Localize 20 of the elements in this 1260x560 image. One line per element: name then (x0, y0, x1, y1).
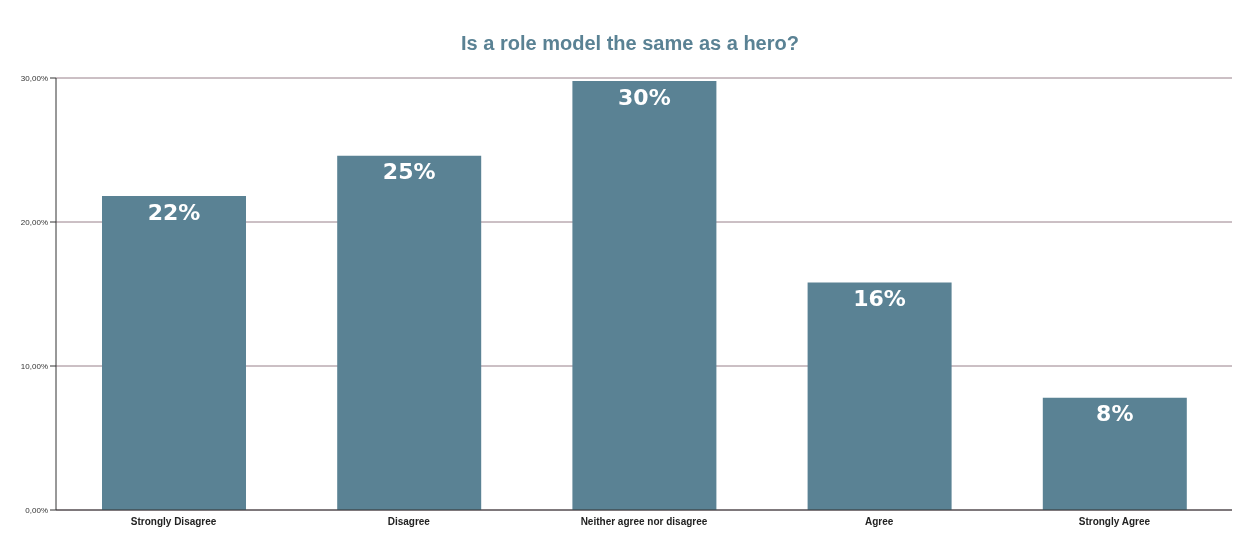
y-tick-label: 0,00% (25, 505, 48, 515)
data-label: 25% (382, 159, 436, 185)
x-tick-label: Disagree (387, 516, 431, 528)
bar (102, 196, 246, 510)
chart-title: Is a role model the same as a hero? (460, 31, 800, 56)
x-tick-label: Strongly Agree (1078, 516, 1151, 528)
data-label: 22% (147, 199, 201, 225)
data-label: 30% (618, 84, 671, 110)
bar (807, 282, 952, 510)
data-label: 8% (1096, 401, 1134, 427)
y-tick-label: 10,00% (20, 361, 48, 371)
y-tick-label: 20,00% (20, 217, 48, 227)
x-tick-label: Neither agree nor disagree (580, 516, 708, 528)
bar (337, 155, 482, 510)
bar (1042, 397, 1187, 510)
x-tick-label: Agree (865, 516, 894, 528)
y-tick-label: 30,00% (20, 73, 48, 83)
data-label: 16% (853, 286, 906, 312)
bar (572, 80, 717, 510)
x-tick-label: Strongly Disagree (130, 516, 217, 528)
